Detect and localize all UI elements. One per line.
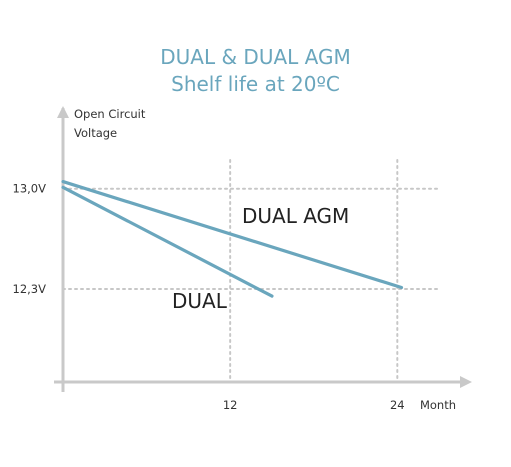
y-axis-label-line-1: Open Circuit <box>74 107 146 121</box>
x-axis-label: Month <box>420 398 456 412</box>
grid-layer <box>62 159 441 383</box>
chart-title: DUAL & DUAL AGM <box>160 45 350 69</box>
series-label-dual: DUAL <box>172 289 228 313</box>
dual-series-line <box>61 185 274 298</box>
series-layer <box>61 179 404 298</box>
dual-agm-series-line <box>61 179 404 290</box>
tick-label-layer: 13,0V 12,3V 12 24 <box>13 182 405 412</box>
y-axis-label-line-2: Voltage <box>74 126 117 140</box>
x-tick-label: 24 <box>390 398 405 412</box>
x-axis-arrow <box>460 376 472 388</box>
axis-layer <box>54 106 472 392</box>
y-tick-label: 13,0V <box>13 182 47 196</box>
series-label-dual-agm: DUAL AGM <box>242 204 349 228</box>
y-axis-arrow <box>57 106 69 118</box>
y-tick-label: 12,3V <box>13 282 47 296</box>
x-tick-label: 12 <box>223 398 238 412</box>
chart-subtitle: Shelf life at 20ºC <box>171 72 340 96</box>
